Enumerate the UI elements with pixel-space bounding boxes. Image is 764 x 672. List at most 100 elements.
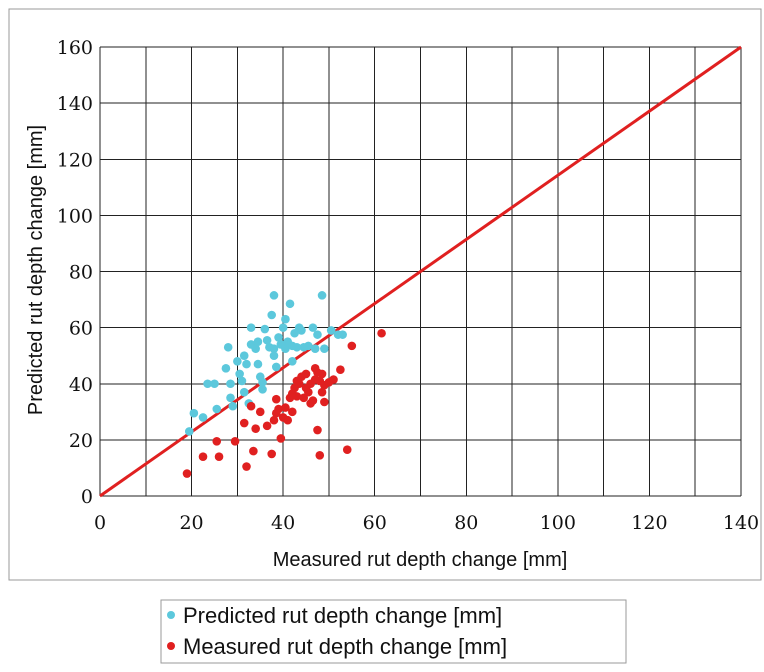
- predicted-point: [281, 314, 290, 324]
- data-points: [182, 291, 386, 478]
- predicted-point: [320, 344, 329, 353]
- predicted-point: [189, 408, 199, 418]
- y-tick-label: 120: [57, 149, 93, 171]
- y-tick-label: 80: [69, 262, 93, 284]
- predicted-point: [258, 378, 267, 387]
- measured-point: [342, 445, 352, 454]
- y-axis-title: Predicted rut depth change [mm]: [25, 125, 47, 415]
- measured-point: [294, 379, 304, 389]
- measured-point: [292, 392, 302, 401]
- chart-frame: [8, 8, 762, 581]
- y-tick-label: 160: [57, 37, 93, 59]
- predicted-point: [310, 344, 320, 353]
- measured-point: [269, 415, 279, 425]
- grid-lines: [99, 46, 742, 497]
- measured-point: [267, 449, 276, 459]
- predicted-point: [262, 335, 272, 345]
- measured-point: [242, 462, 251, 471]
- x-tick-label: 60: [363, 512, 387, 534]
- predicted-point: [297, 326, 306, 335]
- predicted-point: [260, 324, 270, 334]
- x-tick-label: 80: [454, 512, 478, 534]
- measured-point: [212, 436, 222, 446]
- predicted-point: [317, 291, 327, 300]
- reference-line-group: [99, 45, 742, 498]
- legend-marker-predicted: [167, 611, 175, 619]
- predicted-point: [253, 337, 263, 346]
- measured-point: [308, 396, 318, 405]
- measured-point: [313, 425, 322, 435]
- measured-point: [182, 469, 192, 478]
- series-measured: [182, 328, 386, 478]
- measured-point: [283, 415, 293, 425]
- predicted-point: [285, 299, 295, 309]
- series-predicted: [184, 291, 347, 436]
- measured-point: [304, 387, 313, 397]
- measured-point: [377, 328, 386, 338]
- measured-point: [214, 452, 224, 462]
- y-tick-label: 60: [69, 318, 93, 340]
- x-tick-label: 120: [631, 512, 667, 534]
- reference-line: [99, 45, 742, 498]
- measured-point: [281, 403, 290, 412]
- predicted-point: [304, 341, 313, 351]
- predicted-point: [292, 342, 302, 352]
- predicted-point: [278, 323, 288, 332]
- predicted-point: [258, 385, 267, 394]
- predicted-point: [198, 413, 208, 422]
- predicted-point: [242, 359, 251, 369]
- predicted-point: [237, 376, 247, 386]
- measured-point: [230, 436, 240, 446]
- measured-point: [347, 341, 357, 351]
- legend-label-measured: Measured rut depth change [mm]: [183, 634, 507, 659]
- predicted-point: [210, 379, 219, 389]
- predicted-point: [246, 323, 256, 332]
- predicted-point: [226, 393, 235, 403]
- legend-marker-measured: [167, 642, 175, 650]
- predicted-point: [235, 369, 244, 379]
- measured-point: [249, 446, 258, 456]
- predicted-point: [212, 404, 222, 414]
- predicted-point: [313, 330, 322, 339]
- measured-point: [246, 401, 256, 411]
- x-tick-label: 140: [723, 512, 759, 534]
- x-tick-label: 20: [179, 512, 203, 534]
- measured-point: [329, 375, 338, 384]
- predicted-point: [288, 357, 297, 366]
- measured-point: [274, 404, 283, 414]
- predicted-point: [271, 362, 281, 372]
- legend-label-predicted: Predicted rut depth change [mm]: [183, 603, 502, 628]
- predicted-point: [274, 333, 283, 342]
- measured-point: [262, 421, 272, 431]
- predicted-point: [269, 351, 279, 360]
- y-tick-label: 20: [69, 430, 93, 452]
- predicted-point: [269, 344, 279, 353]
- measured-point: [288, 407, 297, 417]
- predicted-point: [233, 357, 242, 366]
- predicted-point: [203, 379, 212, 389]
- predicted-point: [269, 291, 279, 300]
- legend: Predicted rut depth change [mm] Measured…: [160, 599, 627, 664]
- predicted-point: [223, 342, 233, 352]
- predicted-point: [226, 379, 235, 389]
- x-axis-title: Measured rut depth change [mm]: [273, 549, 568, 571]
- predicted-point: [239, 351, 249, 360]
- measured-point: [255, 407, 265, 417]
- legend-box: [160, 599, 627, 664]
- predicted-point: [251, 344, 260, 353]
- measured-point: [317, 387, 327, 397]
- predicted-point: [239, 387, 249, 397]
- measured-point: [198, 452, 208, 462]
- predicted-point: [338, 330, 347, 339]
- x-tick-label: 40: [271, 512, 295, 534]
- predicted-point: [281, 344, 290, 353]
- measured-point: [239, 418, 249, 428]
- predicted-point: [228, 401, 238, 411]
- measured-point: [271, 394, 281, 404]
- predicted-point: [267, 310, 276, 320]
- y-tick-label: 100: [57, 205, 93, 227]
- tick-labels: 0 20 40 60 80 100 120 140 0 20 40 60 80 100 120 140 160: [57, 37, 759, 534]
- measured-point: [320, 397, 329, 407]
- measured-point: [276, 434, 286, 443]
